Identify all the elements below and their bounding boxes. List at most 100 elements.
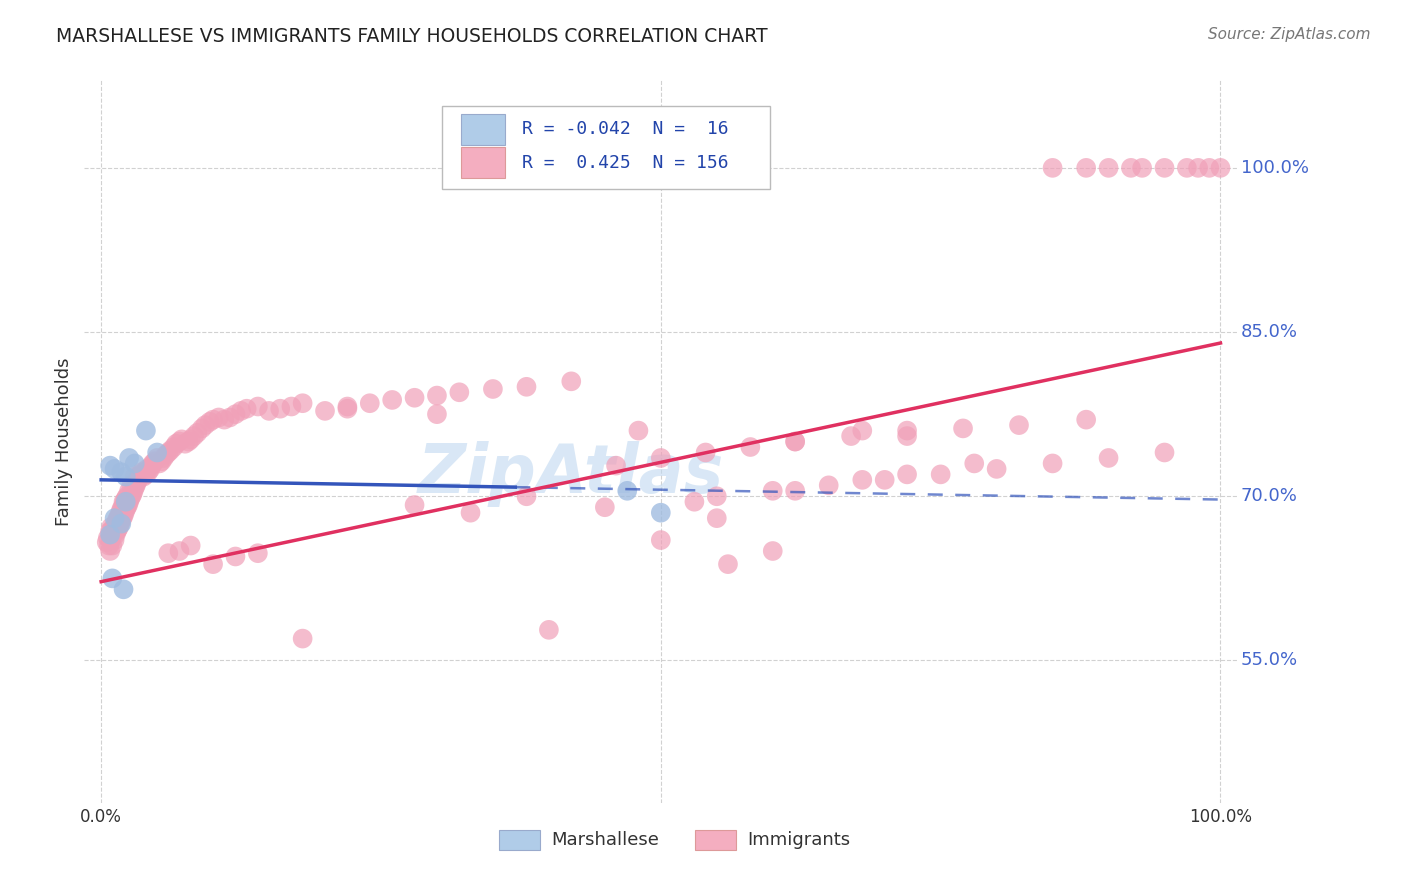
Point xyxy=(111,511,134,525)
Point xyxy=(110,513,132,527)
Point xyxy=(706,489,728,503)
Point xyxy=(404,498,426,512)
Point xyxy=(132,469,155,483)
Point xyxy=(186,425,208,440)
Point xyxy=(110,516,132,531)
Point xyxy=(1076,161,1098,175)
Point xyxy=(104,527,127,541)
Point xyxy=(105,513,128,527)
Point xyxy=(208,410,231,425)
Point xyxy=(202,412,225,426)
Point xyxy=(120,491,142,506)
Point xyxy=(1209,161,1232,175)
Point xyxy=(537,623,560,637)
Point xyxy=(169,544,191,558)
Point xyxy=(142,457,165,471)
Point xyxy=(1042,457,1064,471)
Point xyxy=(98,527,121,541)
Point xyxy=(952,421,974,435)
Point xyxy=(1153,161,1175,175)
Point xyxy=(124,469,146,483)
Point xyxy=(122,483,145,498)
Point xyxy=(191,421,214,435)
Point xyxy=(129,467,152,482)
Point xyxy=(1076,412,1098,426)
Point xyxy=(291,632,314,646)
Point xyxy=(128,469,150,483)
Point xyxy=(1008,418,1031,433)
Point xyxy=(103,520,125,534)
Point xyxy=(218,410,240,425)
Point xyxy=(110,502,132,516)
Point xyxy=(1097,450,1119,465)
Point xyxy=(873,473,896,487)
Point xyxy=(146,450,169,465)
Point xyxy=(111,500,134,515)
Point xyxy=(717,557,740,571)
Point xyxy=(257,404,280,418)
Point xyxy=(627,424,650,438)
Point xyxy=(650,450,672,465)
Point xyxy=(202,557,225,571)
Point xyxy=(183,429,205,443)
Point xyxy=(146,445,169,459)
Point xyxy=(157,546,180,560)
Point xyxy=(198,415,221,429)
Text: Immigrants: Immigrants xyxy=(748,830,851,848)
Point xyxy=(157,445,180,459)
Point xyxy=(1153,445,1175,459)
Point xyxy=(426,407,449,421)
FancyBboxPatch shape xyxy=(461,114,505,145)
Point xyxy=(124,457,146,471)
Point xyxy=(112,494,135,508)
Point xyxy=(110,465,132,479)
Point xyxy=(150,454,173,468)
Point xyxy=(148,457,170,471)
Text: 100.0%: 100.0% xyxy=(1240,159,1309,177)
Point xyxy=(180,433,202,447)
Point xyxy=(224,407,246,421)
Point xyxy=(896,429,918,443)
Point xyxy=(246,546,269,560)
Point xyxy=(515,489,537,503)
Point xyxy=(98,524,121,539)
Point xyxy=(839,429,862,443)
Point xyxy=(114,502,136,516)
Point xyxy=(515,380,537,394)
Point xyxy=(180,539,202,553)
Point xyxy=(650,506,672,520)
Point xyxy=(963,457,986,471)
Text: Marshallese: Marshallese xyxy=(551,830,659,848)
Point xyxy=(762,483,785,498)
Text: R = -0.042  N =  16: R = -0.042 N = 16 xyxy=(523,120,730,138)
Text: R =  0.425  N = 156: R = 0.425 N = 156 xyxy=(523,153,730,171)
Point xyxy=(101,539,124,553)
Point xyxy=(101,571,124,585)
Point xyxy=(121,487,143,501)
Point xyxy=(929,467,952,482)
Point xyxy=(163,440,186,454)
Point xyxy=(107,522,129,536)
Point xyxy=(134,465,156,479)
FancyBboxPatch shape xyxy=(461,147,505,178)
Point xyxy=(153,450,176,465)
Point xyxy=(124,481,146,495)
Point xyxy=(194,418,217,433)
Point xyxy=(169,434,191,449)
Point xyxy=(214,412,236,426)
Y-axis label: Family Households: Family Households xyxy=(55,358,73,525)
Text: 0.0%: 0.0% xyxy=(80,808,122,826)
Point xyxy=(125,478,148,492)
Point xyxy=(336,401,359,416)
Point xyxy=(1187,161,1209,175)
Point xyxy=(896,467,918,482)
Point xyxy=(115,489,138,503)
Point xyxy=(449,385,471,400)
Point xyxy=(103,511,125,525)
Point xyxy=(104,516,127,531)
Point xyxy=(224,549,246,564)
Point xyxy=(785,483,807,498)
Point xyxy=(139,462,162,476)
Point xyxy=(118,494,141,508)
Point xyxy=(101,527,124,541)
